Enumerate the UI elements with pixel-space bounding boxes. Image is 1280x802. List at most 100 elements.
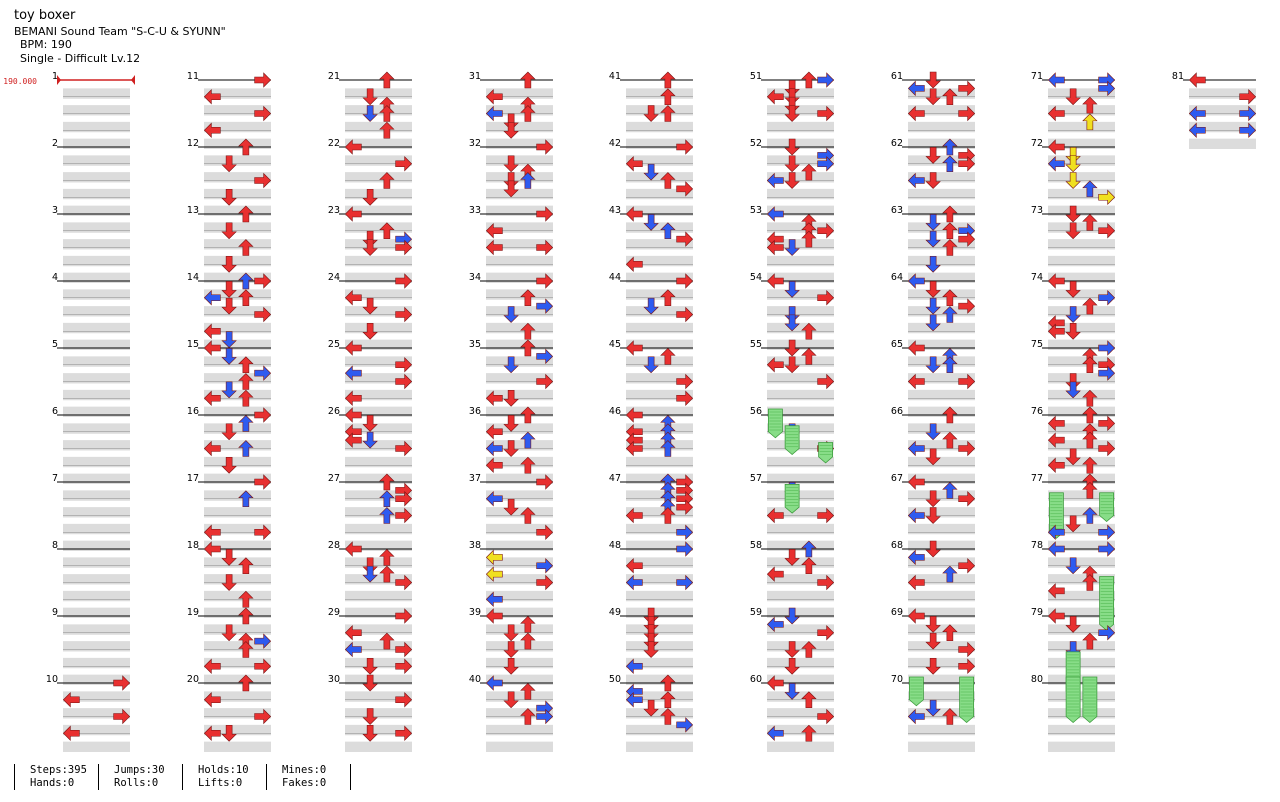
bpm-value-label: 190.000 — [3, 77, 37, 86]
beat-band — [626, 121, 693, 133]
beat-band — [626, 574, 693, 585]
left-arrow-icon — [1047, 273, 1065, 289]
beat-band — [63, 691, 130, 702]
beat-band — [486, 322, 553, 334]
beat-band — [204, 105, 271, 116]
down-arrow-icon — [784, 607, 800, 625]
arrow-shape — [1065, 172, 1081, 189]
arrow-shape — [1047, 139, 1065, 155]
down-arrow-icon — [643, 105, 659, 122]
beat-band — [1048, 523, 1115, 535]
arrow-shape — [660, 507, 676, 524]
down-arrow-icon — [1065, 381, 1081, 399]
arrow-shape — [362, 415, 378, 432]
arrow-shape — [1098, 223, 1116, 239]
arrow-shape — [660, 708, 676, 725]
arrow-shape — [203, 658, 221, 674]
arrow-shape — [958, 641, 976, 658]
beat-band — [204, 239, 271, 250]
arrow-shape — [485, 566, 503, 582]
arrow-shape — [817, 105, 835, 122]
arrow-shape — [503, 306, 519, 323]
arrow-shape — [254, 172, 272, 189]
arrow-shape — [203, 541, 221, 557]
right-arrow-icon — [817, 507, 835, 524]
arrow-shape — [925, 616, 941, 633]
down-arrow-icon — [925, 423, 941, 441]
arrow-shape — [1047, 524, 1065, 540]
right-arrow-icon — [395, 574, 413, 591]
down-arrow-icon — [1065, 205, 1081, 223]
beat-band — [908, 255, 975, 267]
measure-number: 6 — [52, 406, 58, 417]
down-arrow-icon — [221, 222, 237, 240]
arrow-shape — [344, 625, 362, 641]
left-arrow-icon — [625, 507, 643, 524]
arrow-shape — [958, 373, 976, 390]
up-arrow-icon — [942, 205, 958, 223]
arrow-shape — [925, 448, 941, 466]
up-arrow-icon — [238, 289, 254, 307]
arrow-shape — [1098, 290, 1116, 306]
measure-number: 15 — [187, 339, 199, 350]
arrow-shape — [784, 96, 800, 114]
right-arrow-icon — [536, 206, 554, 222]
arrow-shape — [766, 507, 784, 524]
beat-band — [767, 389, 834, 401]
beat-band — [626, 239, 693, 250]
left-arrow-icon — [1047, 323, 1065, 339]
up-arrow-icon — [942, 708, 958, 725]
beat-band — [204, 289, 271, 300]
arrow-shape — [344, 340, 362, 356]
up-arrow-icon — [1082, 113, 1098, 131]
arrow-shape — [238, 138, 254, 156]
arrow-shape — [942, 481, 958, 499]
measure-number: 74 — [1031, 272, 1043, 283]
arrow-shape — [362, 431, 378, 449]
beat-band — [1048, 389, 1115, 401]
song-difficulty: Single - Difficult Lv.12 — [20, 52, 141, 65]
right-arrow-icon — [395, 608, 413, 624]
up-arrow-icon — [238, 239, 254, 256]
beat-band — [1048, 473, 1115, 484]
arrow-shape — [907, 440, 925, 457]
beat-band — [63, 373, 130, 384]
beat-band — [908, 188, 975, 200]
right-arrow-icon — [536, 348, 554, 365]
arrow-shape — [925, 657, 941, 675]
arrow-shape — [344, 206, 362, 222]
left-arrow-icon — [1188, 72, 1206, 88]
beat-band — [1048, 272, 1115, 283]
beat-band — [908, 356, 975, 367]
beat-band — [204, 222, 271, 233]
left-arrow-icon — [485, 239, 503, 256]
arrow-shape — [801, 557, 817, 575]
beat-band — [204, 389, 271, 401]
arrow-shape — [362, 88, 378, 106]
arrow-shape — [1239, 122, 1257, 138]
arrow-shape — [344, 541, 362, 557]
arrow-shape — [958, 491, 976, 507]
down-arrow-icon — [643, 632, 659, 650]
beat-band — [1048, 423, 1115, 434]
right-arrow-icon — [958, 641, 976, 658]
left-arrow-icon — [344, 641, 362, 658]
arrow-shape — [536, 474, 554, 490]
arrow-shape — [1047, 323, 1065, 339]
arrow-shape — [536, 206, 554, 222]
up-arrow-icon — [1082, 406, 1098, 424]
right-arrow-icon — [1098, 541, 1116, 557]
beat-band — [63, 205, 130, 216]
beat-band — [767, 406, 834, 417]
up-arrow-icon — [1082, 481, 1098, 499]
right-arrow-icon — [536, 474, 554, 490]
beat-band — [486, 440, 553, 451]
up-arrow-icon — [801, 71, 817, 89]
arrow-shape — [238, 272, 254, 290]
beat-band — [345, 691, 412, 702]
beat-band — [63, 222, 130, 233]
arrow-shape — [784, 306, 800, 323]
right-arrow-icon — [958, 491, 976, 507]
beat-band — [767, 205, 834, 216]
beat-band — [1048, 121, 1115, 133]
